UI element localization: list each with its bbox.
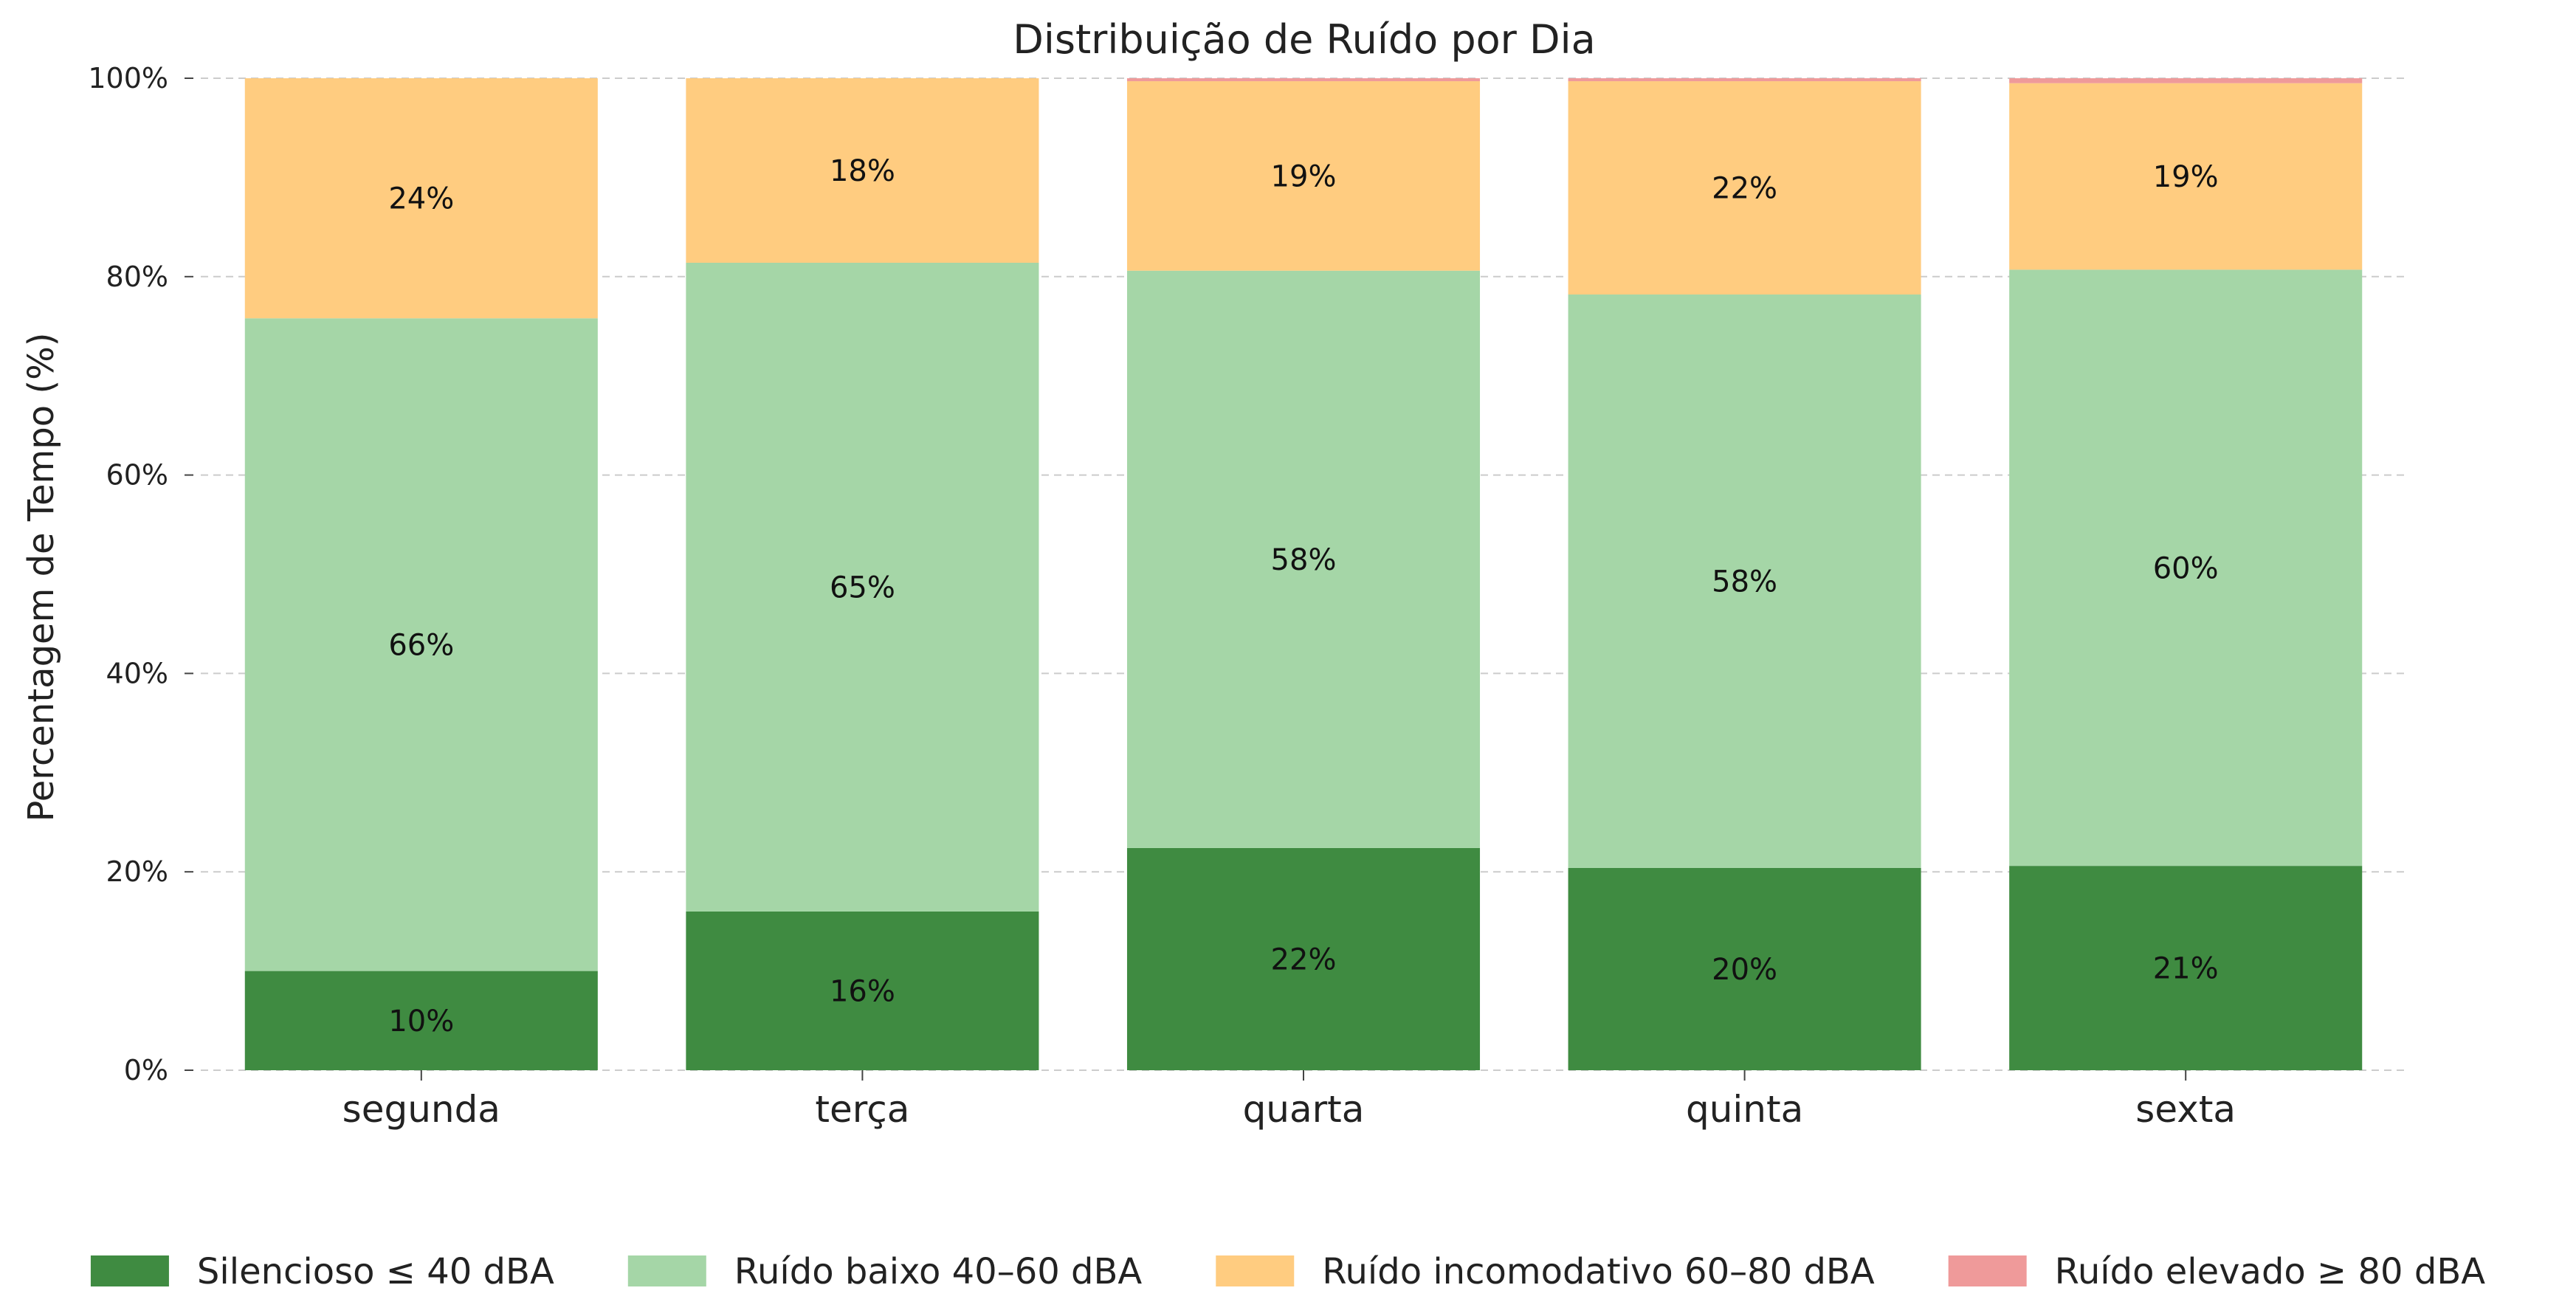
data-label: 58% (1712, 565, 1777, 599)
chart-title: Distribuição de Ruído por Dia (1013, 16, 1595, 63)
bar-segment (2009, 83, 2363, 270)
x-tick-label: quinta (1686, 1088, 1803, 1131)
bar-segment (1568, 294, 1921, 868)
data-label: 19% (1271, 159, 1337, 193)
y-tick-label: 60% (106, 459, 168, 492)
legend-swatch (627, 1255, 706, 1286)
data-label: 66% (388, 628, 454, 662)
bar-segment (2009, 866, 2363, 1070)
data-label: 60% (2153, 551, 2219, 585)
y-axis-label: Percentagem de Tempo (%) (21, 333, 62, 822)
bar-segment (1126, 847, 1481, 1070)
data-label: 18% (830, 154, 895, 188)
data-labels: 10% 66% 24% 16% 65% 18% 22% 58% 19% 20% 58% 22% 21% 6… (388, 154, 2218, 1038)
data-label: 24% (388, 182, 454, 216)
legend: Silencioso ≤ 40 dBA Ruído baixo 40–60 dBA… (90, 1251, 2486, 1292)
y-tick-label: 20% (106, 855, 168, 888)
legend-swatch (1948, 1255, 2027, 1286)
data-label: 58% (1271, 543, 1337, 577)
bar-segment (686, 78, 1039, 263)
data-label: 10% (388, 1005, 454, 1038)
x-tick-label: segunda (342, 1088, 500, 1131)
legend-label: Ruído baixo 40–60 dBA (734, 1251, 1143, 1292)
data-label: 65% (830, 571, 895, 604)
bar-segment (1568, 78, 1921, 82)
x-tick-label: sexta (2135, 1088, 2236, 1131)
y-tick-label: 80% (106, 261, 168, 293)
data-label: 16% (830, 974, 895, 1008)
bar-segment (2009, 269, 2363, 867)
legend-label: Ruído incomodativo 60–80 dBA (1322, 1251, 1875, 1292)
bar-segment (244, 318, 598, 971)
bar-segment (686, 911, 1039, 1070)
bar-segment (244, 971, 598, 1070)
axes: 0% 20% 40% 60% 80% 100% segunda terça quarta quin… (88, 62, 2236, 1131)
bar-segment (1126, 270, 1481, 848)
data-label: 20% (1712, 953, 1777, 987)
y-tick-label: 100% (88, 62, 168, 94)
legend-swatch (1216, 1255, 1295, 1286)
data-label: 22% (1271, 943, 1337, 976)
y-tick-label: 40% (106, 657, 168, 689)
y-tick-label: 0% (124, 1054, 168, 1086)
bar-segment (1126, 78, 1481, 82)
legend-label: Silencioso ≤ 40 dBA (197, 1251, 554, 1292)
bar-segment (686, 262, 1039, 912)
bars (244, 78, 2363, 1070)
data-label: 19% (2153, 160, 2219, 194)
legend-label: Ruído elevado ≥ 80 dBA (2055, 1251, 2486, 1292)
bar-segment (1126, 81, 1481, 271)
data-label: 21% (2153, 952, 2219, 986)
x-tick-label: quarta (1243, 1088, 1365, 1131)
bar-segment (1568, 81, 1921, 294)
data-label: 22% (1712, 172, 1777, 206)
bar-segment (244, 78, 598, 319)
bar-segment (1568, 867, 1921, 1070)
x-tick-label: terça (815, 1088, 909, 1131)
bar-segment (2009, 78, 2363, 83)
legend-swatch (90, 1255, 169, 1286)
